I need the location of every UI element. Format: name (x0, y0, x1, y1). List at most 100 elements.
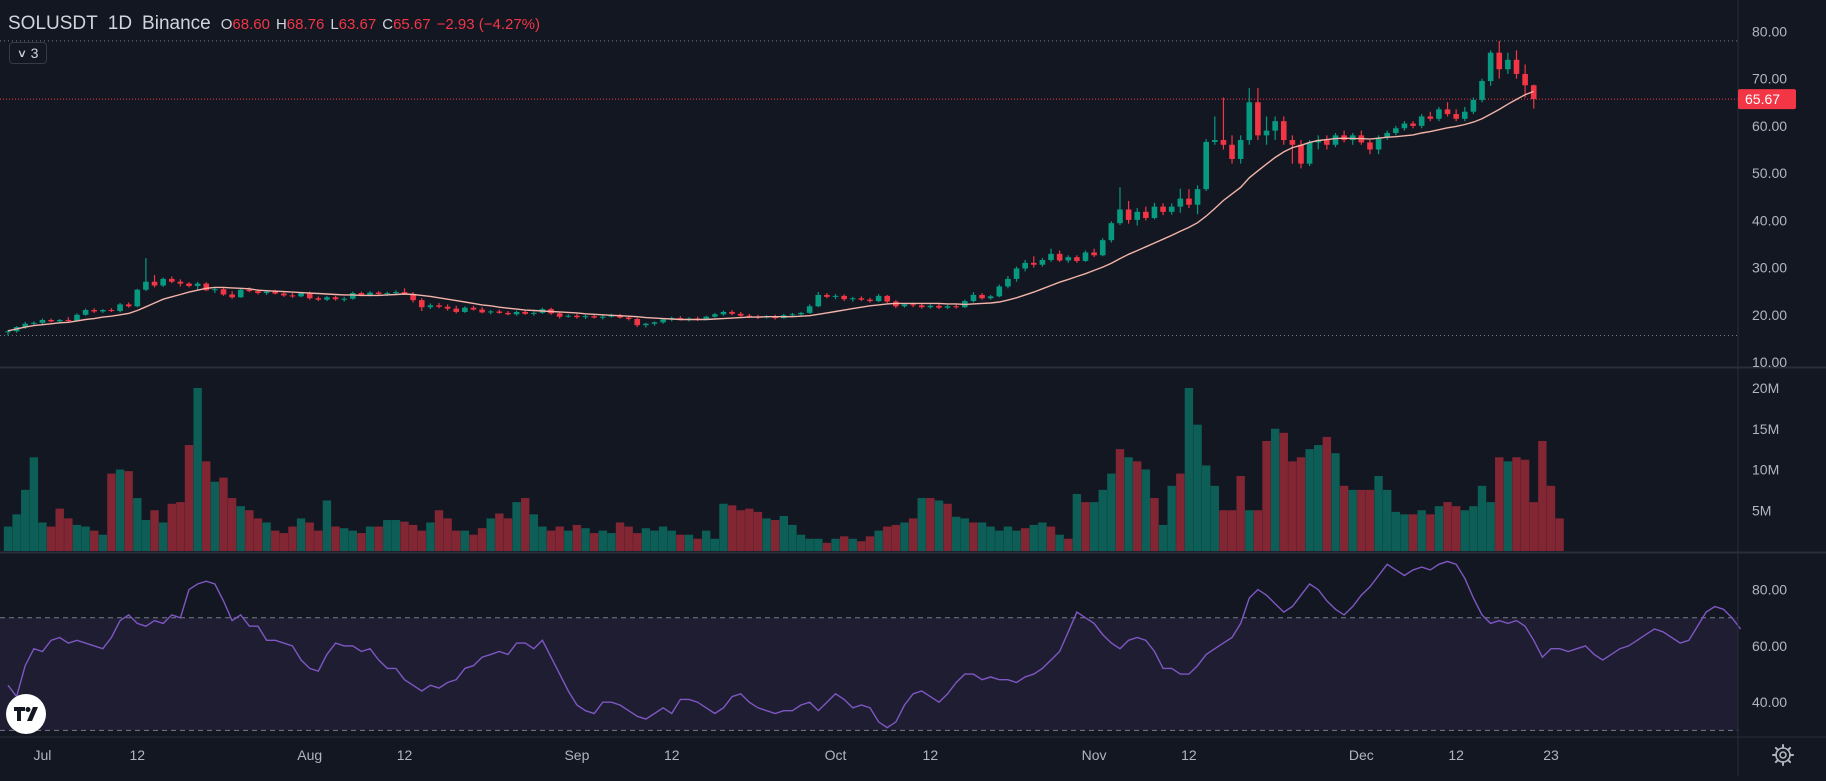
time-axis-label: Sep (564, 747, 589, 763)
candle-body (306, 293, 313, 299)
volume-bar (529, 514, 539, 551)
candle-body (1298, 144, 1304, 164)
candle-body (143, 281, 149, 290)
rsi-axis-label: 40.00 (1752, 694, 1787, 710)
time-axis-label: 12 (1181, 747, 1197, 763)
candle-body (531, 312, 537, 314)
volume-bar (322, 500, 332, 551)
candle-body (1160, 206, 1166, 212)
volume-bar (1020, 528, 1030, 551)
candle-body (1143, 211, 1149, 218)
volume-bar (727, 505, 737, 551)
volume-bar (1089, 502, 1099, 551)
candle-body (1470, 99, 1477, 112)
candle-body (1030, 262, 1037, 265)
candle-body (1487, 52, 1494, 82)
candle-body (1530, 85, 1537, 100)
tradingview-logo-icon[interactable] (6, 694, 46, 734)
candle-body (1367, 142, 1373, 150)
volume-bar (1141, 469, 1151, 551)
volume-bar (21, 489, 30, 551)
volume-bar (1133, 461, 1142, 551)
volume-bar (719, 503, 728, 551)
candle-body (272, 291, 279, 294)
volume-bar (1512, 457, 1521, 551)
volume-bar (400, 521, 409, 551)
candle-body (1177, 198, 1184, 207)
volume-bar (314, 530, 323, 551)
volume-bar (1227, 510, 1237, 551)
volume-bar (1451, 506, 1461, 551)
volume-bar (452, 530, 461, 551)
volume-bar (848, 538, 857, 551)
volume-bar (1012, 530, 1021, 551)
volume-bar (12, 514, 21, 551)
volume-bar (184, 445, 194, 551)
volume-bar (1279, 432, 1288, 551)
candle-body (1151, 206, 1158, 218)
price-axis-label: 40.00 (1752, 212, 1787, 228)
candle-body (1453, 114, 1459, 119)
volume-bar (348, 530, 357, 551)
time-axis-label: Dec (1349, 747, 1374, 763)
volume-bar (1529, 502, 1538, 551)
volume-bar (279, 533, 289, 551)
candle-body (263, 291, 270, 294)
volume-bar (1520, 459, 1530, 551)
volume-bar (1546, 485, 1556, 551)
indicator-toggle-button[interactable]: ∨ 3 (9, 42, 47, 64)
volume-bar (1270, 428, 1280, 551)
volume-bar (934, 500, 944, 551)
candle-body (246, 289, 253, 292)
legend-interval[interactable]: 1D (107, 13, 133, 34)
open-value: 68.60 (232, 15, 270, 33)
volume-bar (1365, 489, 1375, 551)
candle-body (350, 293, 356, 299)
volume-bar (219, 477, 228, 551)
volume-bar (693, 538, 702, 551)
legend-symbol[interactable]: SOLUSDT (8, 13, 98, 34)
candle-body (737, 313, 744, 316)
volume-bar (1296, 457, 1306, 551)
candle-body (289, 295, 296, 297)
volume-bar (874, 530, 883, 551)
candle-body (65, 319, 72, 321)
volume-bar (357, 533, 366, 551)
price-axis-label: 60.00 (1752, 118, 1787, 134)
volume-bar (245, 510, 254, 551)
volume-bar (753, 511, 763, 551)
volume-bar (684, 534, 694, 551)
volume-bar (227, 498, 237, 551)
volume-bar (1538, 440, 1547, 551)
volume-bar (995, 530, 1004, 551)
candle-body (1255, 102, 1261, 136)
volume-bar (745, 508, 754, 551)
candle-body (1315, 140, 1322, 143)
volume-bar (1443, 502, 1452, 551)
candle-body (910, 304, 916, 306)
candle-body (798, 312, 804, 315)
gear-icon[interactable] (1770, 742, 1796, 768)
volume-bar (1219, 510, 1228, 551)
candle-body (1401, 123, 1408, 129)
time-axis-label: Aug (297, 747, 322, 763)
volume-bar (1124, 457, 1133, 551)
volume-bar (1383, 489, 1392, 551)
volume-bar (365, 526, 375, 551)
candle-body (884, 295, 891, 302)
candle-body (125, 304, 132, 307)
volume-bar (236, 506, 245, 551)
candle-body (56, 319, 63, 322)
volume-bar (1107, 473, 1116, 551)
candle-body (841, 295, 847, 300)
volume-bar (1374, 476, 1383, 551)
change-value: −2.93 (−4.27%) (436, 15, 541, 33)
volume-bar (546, 530, 556, 551)
volume-bar (383, 520, 392, 551)
volume-bar (1038, 522, 1047, 551)
volume-bar (831, 538, 840, 551)
candle-body (1212, 140, 1218, 142)
candle-body (48, 319, 54, 322)
volume-bar (917, 498, 926, 551)
